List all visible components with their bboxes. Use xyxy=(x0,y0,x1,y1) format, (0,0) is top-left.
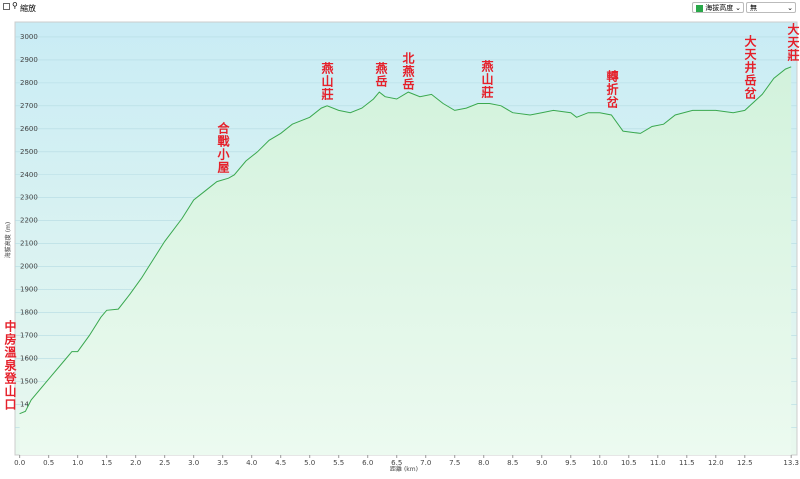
x-tick-label: 6.5 xyxy=(391,459,402,467)
y-tick-label: 2100 xyxy=(20,240,38,248)
y-tick-label: 1500 xyxy=(20,377,38,385)
annotation: 合戰小屋 xyxy=(216,122,230,174)
annotation: 中房溫泉登山口 xyxy=(3,320,17,411)
y-tick-label: 2300 xyxy=(20,194,38,202)
zoom-checkbox[interactable] xyxy=(3,3,10,10)
zoom-label[interactable]: 縮放 xyxy=(20,4,36,13)
y-tick-label: 2900 xyxy=(20,56,38,64)
series-select-label: 海拔高度 xyxy=(705,4,734,12)
y-tick-label: 1700 xyxy=(20,332,38,340)
y-tick-label: 2000 xyxy=(20,263,38,271)
series-select[interactable]: 海拔高度 ⌄ xyxy=(692,2,744,13)
annotation: 大天莊 xyxy=(786,23,800,62)
overlay-select[interactable]: 無 ⌄ xyxy=(746,2,796,13)
annotation: 燕山莊 xyxy=(320,62,334,101)
x-tick-label: 1.5 xyxy=(101,459,112,467)
y-tick-label: 2200 xyxy=(20,217,38,225)
y-tick-label: 2500 xyxy=(20,148,38,156)
area-fill xyxy=(19,66,792,456)
y-tick-label: 1600 xyxy=(20,355,38,363)
y-tick-label: 3000 xyxy=(20,33,38,41)
zoom-icon: ⚲ xyxy=(12,1,18,10)
x-tick-label: 2.5 xyxy=(159,459,170,467)
x-tick-label: 0.5 xyxy=(43,459,54,467)
y-tick-label: 2600 xyxy=(20,125,38,133)
x-tick-label: 1.0 xyxy=(72,459,83,467)
y-tick-label: 1900 xyxy=(20,286,38,294)
y-tick-label: 2800 xyxy=(20,79,38,87)
annotation: 燕山莊 xyxy=(480,60,494,99)
x-tick-label: 5.5 xyxy=(333,459,344,467)
x-axis-label: 距離 (km) xyxy=(390,465,418,473)
x-tick-label: 7.0 xyxy=(420,459,431,467)
x-tick-label: 8.0 xyxy=(478,459,489,467)
elevation-line xyxy=(19,66,792,415)
x-tick-label: 9.5 xyxy=(565,459,576,467)
x-tick-label: 9.0 xyxy=(536,459,547,467)
x-tick-label: 3.5 xyxy=(217,459,228,467)
series-swatch xyxy=(696,4,703,12)
x-tick-label: 11.5 xyxy=(679,459,695,467)
annotation: 北燕岳 xyxy=(401,52,415,91)
x-tick-label: 8.5 xyxy=(507,459,518,467)
x-tick-label: 7.5 xyxy=(449,459,460,467)
annotation: 燕岳 xyxy=(374,62,388,88)
x-tick-label: 13.3 xyxy=(783,459,799,467)
toolbar: ⚲ 縮放 海拔高度 ⌄ 無 ⌄ xyxy=(0,0,800,16)
x-tick-label: 3.0 xyxy=(188,459,199,467)
y-axis-label: 海拔高度 (m) xyxy=(4,222,12,258)
annotation: 轉折岔 xyxy=(605,70,619,109)
x-tick-label: 5.0 xyxy=(304,459,315,467)
x-tick-label: 12.0 xyxy=(708,459,724,467)
x-tick-label: 4.0 xyxy=(246,459,257,467)
overlay-select-label: 無 xyxy=(750,4,757,12)
y-tick-label: 2700 xyxy=(20,102,38,110)
x-tick-label: 10.5 xyxy=(621,459,637,467)
annotation: 大天井岳岔 xyxy=(743,35,757,100)
x-tick-label: 2.0 xyxy=(130,459,141,467)
x-tick-label: 4.5 xyxy=(275,459,286,467)
y-tick-label: 1800 xyxy=(20,309,38,317)
x-tick-label: 11.0 xyxy=(650,459,666,467)
y-tick-label: 2400 xyxy=(20,171,38,179)
x-tick-label: 6.0 xyxy=(362,459,373,467)
x-tick-label: 12.5 xyxy=(737,459,753,467)
x-tick-label: 0.0 xyxy=(14,459,25,467)
x-tick-label: 10.0 xyxy=(592,459,608,467)
